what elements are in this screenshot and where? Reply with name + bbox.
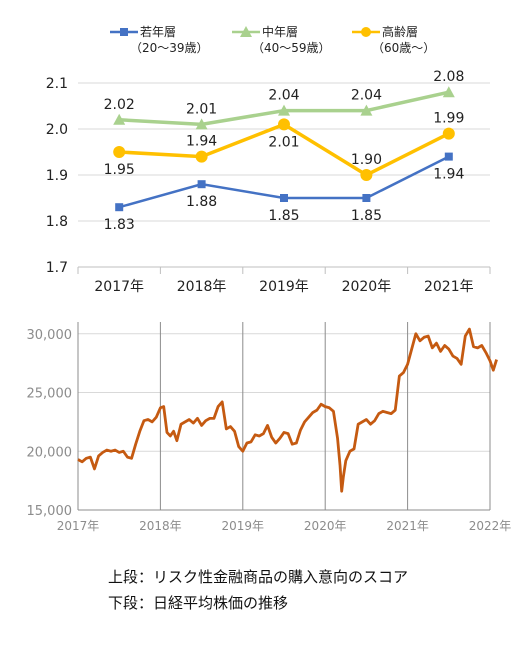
caption: 上段：リスク性金融商品の購入意向のスコア 下段：日経平均株価の推移 [108, 564, 408, 616]
data-label: 1.90 [351, 152, 382, 168]
legend-marker [120, 28, 128, 36]
data-point [195, 118, 208, 130]
x-tick-label: 2019年 [259, 279, 309, 295]
legend-sublabel: （60歳～） [372, 41, 435, 55]
data-point [280, 194, 288, 202]
data-point [115, 203, 124, 212]
y-tick-label: 1.7 [46, 260, 68, 276]
x-tick-label: 2018年 [177, 279, 227, 295]
legend-marker [240, 26, 252, 37]
data-point [278, 104, 290, 116]
data-label: 1.94 [433, 167, 464, 183]
x-tick-label: 2020年 [342, 279, 392, 295]
caption-line-2: 下段：日経平均株価の推移 [108, 594, 289, 612]
data-point [113, 146, 126, 158]
legend-marker [361, 27, 371, 37]
x-tick-label: 2020年 [304, 519, 347, 533]
data-label: 2.01 [268, 134, 299, 150]
y-tick-label: 1.8 [46, 214, 68, 230]
data-point [197, 180, 206, 189]
data-label: 1.99 [433, 111, 464, 127]
data-point [442, 86, 455, 98]
data-label: 1.88 [186, 194, 217, 210]
data-point [442, 127, 455, 140]
x-tick-label: 2019年 [222, 519, 265, 533]
data-point [362, 194, 371, 202]
x-tick-label: 2018年 [139, 519, 182, 533]
data-point [278, 118, 290, 131]
data-label: 1.85 [351, 208, 382, 224]
y-tick-label: 2.1 [46, 76, 68, 92]
data-point [195, 150, 208, 163]
data-label: 2.04 [351, 88, 382, 104]
data-point [360, 104, 373, 116]
data-label: 1.94 [186, 134, 217, 150]
legend-sublabel: （20～39歳） [130, 41, 209, 55]
x-tick-label: 2017年 [94, 279, 144, 295]
caption-line-1: 上段：リスク性金融商品の購入意向のスコア [108, 568, 409, 586]
legend-sublabel: （40～59歳） [252, 41, 331, 55]
y-tick-label: 2.0 [46, 122, 68, 138]
top-chart: 1.7 1.8 1.9 2.0 2.1 2017年 2018年 2019年 2020年 2021年… [46, 24, 491, 295]
legend-label: 若年層 [140, 25, 176, 39]
y-tick-label: 15,000 [27, 504, 73, 519]
y-tick-label: 25,000 [27, 387, 73, 402]
y-tick-label: 20,000 [27, 445, 73, 460]
legend-label: 中年層 [262, 24, 298, 39]
data-point [360, 169, 373, 181]
data-label: 2.08 [433, 69, 464, 85]
data-label: 2.02 [104, 97, 135, 113]
x-tick-label: 2017年 [57, 519, 100, 533]
data-label: 1.85 [268, 208, 299, 224]
data-label: 1.83 [104, 217, 135, 233]
x-tick-label: 2022年 [469, 519, 512, 533]
data-label: 1.95 [104, 162, 135, 178]
data-label: 2.01 [186, 101, 217, 117]
data-point [444, 152, 453, 161]
y-tick-label: 1.9 [46, 168, 68, 184]
bottom-chart: 15,000 20,000 25,000 30,000 2017年 2018年 2019年 2… [27, 322, 512, 533]
nikkei-line [77, 327, 498, 493]
x-tick-label: 2021年 [386, 519, 429, 533]
y-tick-label: 30,000 [27, 328, 73, 343]
data-label: 2.04 [268, 88, 299, 104]
x-tick-label: 2021年 [424, 279, 474, 295]
data-point [113, 113, 126, 125]
legend-label: 高齢層 [382, 24, 418, 39]
